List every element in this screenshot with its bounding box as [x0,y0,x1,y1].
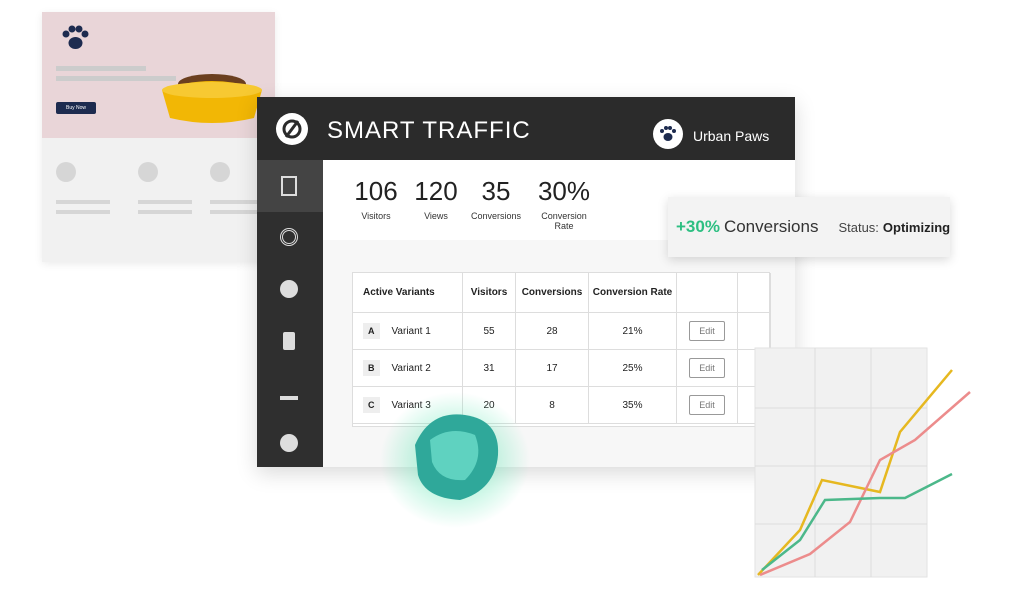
table-cell: 55 [463,313,516,350]
lift-metric: Conversions [723,217,819,236]
variant-letter: B [363,360,380,376]
placeholder-line [56,210,110,214]
header-cell [738,273,771,313]
header-cell: Conversions [516,273,589,313]
variant-letter: C [363,397,380,413]
sidebar-icon[interactable] [280,434,298,452]
table-cell: 21% [589,313,677,350]
sidebar-icon[interactable] [280,280,298,298]
logo [276,113,308,145]
variant-name: Variant 2 [391,362,431,374]
table-cell: 17 [516,350,589,387]
paw-icon [62,25,89,49]
stat-label: Conversions [470,211,522,221]
stat-value: 106 [354,176,398,206]
placeholder-line [138,200,192,204]
placeholder-dot [210,162,230,182]
food-bowl [162,74,262,123]
variant-name: Variant 1 [391,325,431,337]
placeholder-line [210,210,264,214]
table-cell: 28 [516,313,589,350]
result-badge: +30% Conversions Status: Optimizing [668,197,950,257]
placeholder-line [56,76,176,81]
stat-label: Views [424,211,448,221]
header-cell: Visitors [463,273,516,313]
account-avatar [653,119,683,149]
header-cell [677,273,738,313]
action-cell: Edit [677,313,738,350]
trend-card [754,347,971,578]
edit-button[interactable]: Edit [689,358,725,378]
header-cell: Active Variants [353,273,463,313]
table-cell: 25% [589,350,677,387]
placeholder-dot [138,162,158,182]
stat-value: 35 [481,176,511,206]
stat: 35 Conversions [463,176,529,221]
sidebar-icon[interactable] [280,384,298,400]
stat-value: 120 [414,176,458,206]
promo-card: Buy Now [42,12,275,262]
edit-button[interactable]: Edit [689,321,725,341]
account-name: Urban Paws [693,128,770,144]
sidebar-icon[interactable] [283,332,295,350]
placeholder-line [138,210,192,214]
stat: 120 Views [403,176,469,221]
stat: 106 Visitors [343,176,409,221]
variant-cell: B Variant 2 [353,350,463,387]
stat-label: Visitors [361,211,391,221]
lift-value: +30% [676,217,720,236]
stat: 30% Conversion Rate [531,176,597,231]
variant-cell: A Variant 1 [353,313,463,350]
placeholder-dot [56,162,76,182]
action-cell: Edit [677,387,738,424]
sidebar-icon[interactable] [280,228,298,246]
sidebar-icon[interactable] [281,176,297,196]
placeholder-line [56,66,146,71]
header-cell: Conversion Rate [589,273,677,313]
edit-button[interactable]: Edit [689,395,725,415]
glow-blob [380,392,530,528]
action-cell: Edit [677,350,738,387]
table-cell: 35% [589,387,677,424]
placeholder-line [56,200,110,204]
stat-value: 30% [537,176,591,206]
table-cell: 31 [463,350,516,387]
table-cell: 8 [516,387,589,424]
status-value: Optimizing [882,219,951,235]
buy-button[interactable]: Buy Now [56,102,96,114]
sidebar [257,160,323,467]
app-title: SMART TRAFFIC [327,117,531,144]
sidebar-active[interactable] [257,160,323,212]
stat-label: Conversion Rate [541,211,587,231]
status-label: Status: [838,219,879,235]
variant-letter: A [363,323,380,339]
placeholder-line [210,200,264,204]
app-header: SMART TRAFFIC Urban Paws [257,97,795,160]
